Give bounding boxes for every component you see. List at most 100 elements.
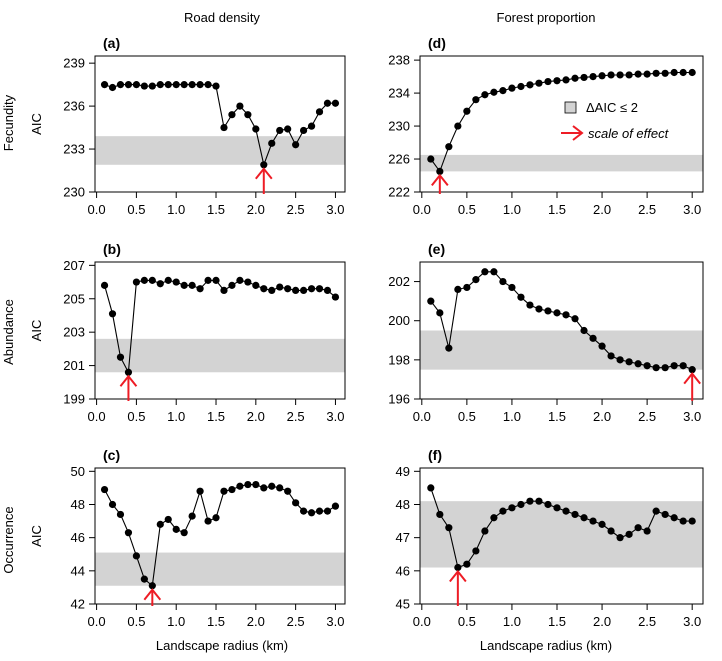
x-tick-label: 0.0 [413,202,431,217]
legend-band-swatch [564,101,577,114]
x-tick-label: 3.0 [683,614,701,629]
y-tick-label: 44 [71,563,85,578]
chart-panel: (f) 0.0 0.5 1.0 1.5 2.0 2.5 3.0 45 46 47 48 49 [396,447,704,629]
data-point [688,366,696,374]
data-point [100,485,109,494]
data-point [236,102,244,110]
panel-label: (b) [103,241,121,257]
data-point [276,283,284,291]
data-point [331,502,340,510]
delta-aic-band [95,338,345,373]
data-point [180,281,188,289]
data-point [499,277,507,286]
data-point [116,353,125,361]
data-point [140,82,148,90]
data-point [607,527,615,535]
data-point [589,334,597,342]
data-point [553,77,561,85]
data-point [544,500,552,509]
x-tick-label: 0.5 [127,614,145,629]
data-point [598,520,606,528]
row-label-occurrence: Occurrence [1,506,16,573]
y-tick-label: 234 [388,86,410,101]
data-point [490,268,498,276]
x-tick-label: 3.0 [683,409,701,424]
data-point [148,582,156,590]
data-point [124,368,133,376]
data-point [172,81,180,89]
data-point [315,285,324,293]
data-point [499,507,507,515]
data-point [526,81,534,89]
data-point [260,161,268,169]
data-point [212,276,220,284]
panel-label: (d) [428,35,446,51]
arrow-head [143,588,162,601]
chart-panel: (d) 0.0 0.5 1.0 1.5 2.0 2.5 3.0 222 226 230 234 238 Δ… [388,35,704,217]
data-point [580,73,588,82]
x-tick-label: 1.0 [167,409,185,424]
data-point [589,73,597,81]
data-point [580,326,588,335]
data-point [472,96,480,104]
data-point [535,497,543,505]
y-tick-label: 196 [388,392,410,407]
data-point [652,507,660,515]
y-tick-label: 49 [396,464,410,479]
y-tick-label: 230 [63,185,85,200]
panels: (a)0.0 0.5 1.0 1.5 2.0 2.5 3.0230233236239AIC(… [29,35,704,629]
data-point [228,281,236,289]
y-tick-label: 45 [396,597,410,612]
data-point [508,504,516,512]
x-tick-label: 2.0 [593,614,611,629]
data-point [196,487,204,495]
y-tick-label: 46 [396,563,410,578]
x-tick-label: 1.5 [548,202,566,217]
data-point [670,362,678,370]
data-point [688,68,696,77]
data-point [212,82,220,90]
plot-frame [94,261,346,400]
x-tick-label: 1.0 [167,614,185,629]
x-tick-label: 3.0 [326,614,344,629]
data-point [562,507,570,515]
delta-aic-band [95,136,345,165]
data-point [508,84,516,92]
data-point [108,310,117,318]
x-tick-label: 1.5 [207,614,225,629]
data-point [472,547,480,555]
y-tick-label: 50 [71,464,85,479]
data-point [598,72,606,80]
x-tick-label: 0.0 [413,614,431,629]
x-tick-label: 0.5 [127,202,145,217]
data-point [526,497,534,505]
x-tick-label: 0.5 [458,614,476,629]
data-point [323,99,332,107]
data-point [652,364,660,372]
row-label-fecundity: Fecundity [1,94,16,151]
y-tick-label: 238 [388,53,410,68]
data-point [148,82,156,90]
data-point [481,268,489,276]
data-point [661,364,669,372]
data-point [544,307,552,315]
data-point [463,283,471,292]
data-point [580,514,588,522]
data-point [196,285,204,293]
data-point [427,155,435,163]
y-axis-label: AIC [29,525,44,547]
x-tick-label: 2.0 [247,409,265,424]
y-tick-label: 198 [388,352,410,367]
data-point [299,507,308,515]
data-point [284,487,292,495]
x-tick-label: 2.5 [287,614,305,629]
data-point [180,81,188,89]
x-tick-label: 1.0 [503,202,521,217]
x-tick-label: 2.0 [247,614,265,629]
data-point [220,487,228,495]
data-point [252,281,260,289]
data-point [445,143,453,151]
data-point [526,301,534,309]
data-point [116,81,125,89]
data-point [571,510,579,519]
